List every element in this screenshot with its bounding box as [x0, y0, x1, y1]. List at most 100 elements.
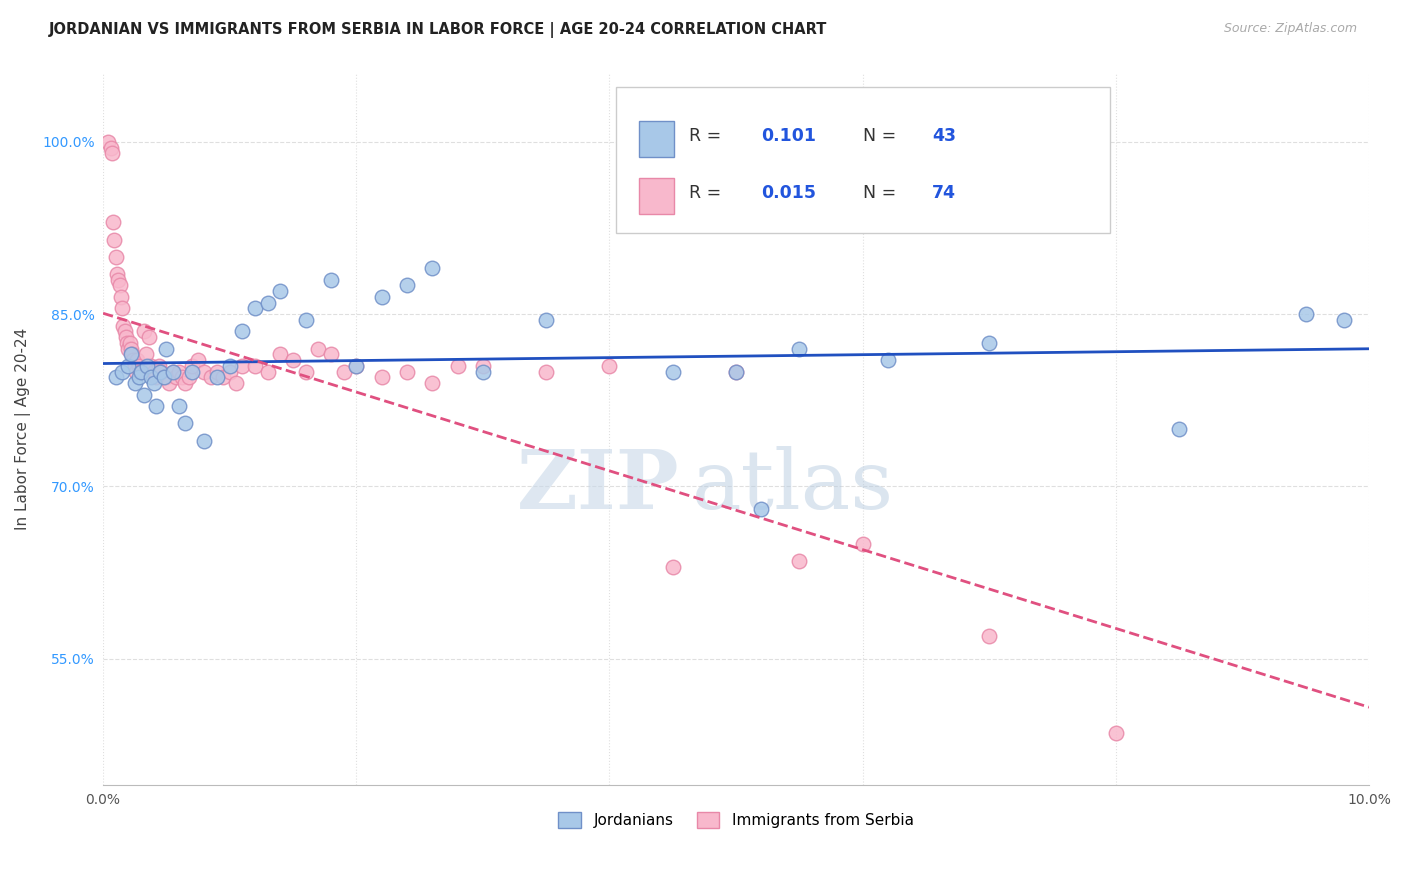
- Point: [344, 359, 367, 373]
- Point: [1295, 307, 1317, 321]
- Point: [142, 376, 165, 390]
- Point: [1333, 313, 1355, 327]
- Point: [243, 301, 266, 316]
- Point: [598, 359, 620, 373]
- Point: [111, 301, 134, 316]
- Point: [225, 376, 247, 390]
- FancyBboxPatch shape: [616, 87, 1109, 233]
- Point: [124, 359, 146, 373]
- Point: [281, 353, 304, 368]
- Point: [105, 267, 128, 281]
- Point: [145, 370, 167, 384]
- FancyBboxPatch shape: [638, 121, 673, 157]
- Point: [104, 250, 127, 264]
- Point: [534, 313, 557, 327]
- Point: [1105, 726, 1128, 740]
- Point: [420, 376, 443, 390]
- Point: [179, 370, 201, 384]
- Point: [149, 365, 172, 379]
- Point: [187, 353, 209, 368]
- Point: [117, 359, 139, 373]
- Point: [162, 365, 184, 379]
- Point: [534, 365, 557, 379]
- Point: [174, 376, 197, 390]
- Text: R =: R =: [689, 184, 727, 202]
- Text: 43: 43: [932, 127, 956, 145]
- Point: [344, 359, 367, 373]
- Point: [751, 502, 773, 516]
- Point: [193, 365, 215, 379]
- Point: [212, 370, 235, 384]
- Point: [166, 370, 188, 384]
- Point: [332, 365, 354, 379]
- Point: [108, 278, 131, 293]
- Point: [661, 559, 683, 574]
- Point: [370, 370, 392, 384]
- Point: [979, 629, 1001, 643]
- Point: [145, 399, 167, 413]
- Point: [153, 370, 176, 384]
- Point: [174, 417, 197, 431]
- Point: [162, 365, 184, 379]
- Y-axis label: In Labor Force | Age 20-24: In Labor Force | Age 20-24: [15, 328, 31, 530]
- Point: [148, 359, 170, 373]
- Text: 74: 74: [932, 184, 956, 202]
- Point: [218, 365, 240, 379]
- Text: N =: N =: [863, 184, 901, 202]
- Point: [141, 370, 163, 384]
- Point: [167, 365, 190, 379]
- Point: [877, 353, 900, 368]
- Point: [420, 261, 443, 276]
- Text: atlas: atlas: [692, 446, 894, 526]
- Point: [153, 370, 176, 384]
- Point: [110, 290, 132, 304]
- Point: [319, 273, 342, 287]
- Point: [142, 365, 165, 379]
- Point: [100, 141, 122, 155]
- Point: [661, 365, 683, 379]
- Point: [1168, 422, 1191, 436]
- Point: [269, 347, 291, 361]
- Point: [129, 365, 152, 379]
- Point: [167, 399, 190, 413]
- Point: [103, 215, 125, 229]
- Point: [132, 387, 155, 401]
- Point: [205, 365, 228, 379]
- Point: [319, 347, 342, 361]
- Point: [127, 353, 149, 368]
- Point: [789, 342, 811, 356]
- Point: [231, 325, 253, 339]
- Point: [118, 335, 141, 350]
- Point: [103, 233, 125, 247]
- Text: 0.101: 0.101: [762, 127, 817, 145]
- Point: [294, 313, 316, 327]
- Text: ZIP: ZIP: [516, 446, 679, 526]
- Point: [725, 365, 748, 379]
- Point: [117, 342, 139, 356]
- Point: [205, 370, 228, 384]
- Point: [269, 284, 291, 298]
- Point: [395, 278, 418, 293]
- Point: [122, 353, 145, 368]
- Point: [180, 365, 202, 379]
- Point: [135, 347, 157, 361]
- Point: [124, 376, 146, 390]
- Point: [136, 359, 159, 373]
- Point: [114, 325, 136, 339]
- FancyBboxPatch shape: [638, 178, 673, 214]
- Point: [446, 359, 468, 373]
- Point: [128, 365, 150, 379]
- Point: [471, 365, 494, 379]
- Point: [101, 146, 124, 161]
- Point: [193, 434, 215, 448]
- Point: [104, 370, 127, 384]
- Point: [180, 359, 202, 373]
- Point: [115, 330, 138, 344]
- Point: [471, 359, 494, 373]
- Text: N =: N =: [863, 127, 901, 145]
- Point: [725, 365, 748, 379]
- Legend: Jordanians, Immigrants from Serbia: Jordanians, Immigrants from Serbia: [553, 806, 920, 834]
- Point: [138, 330, 160, 344]
- Point: [395, 365, 418, 379]
- Point: [256, 365, 278, 379]
